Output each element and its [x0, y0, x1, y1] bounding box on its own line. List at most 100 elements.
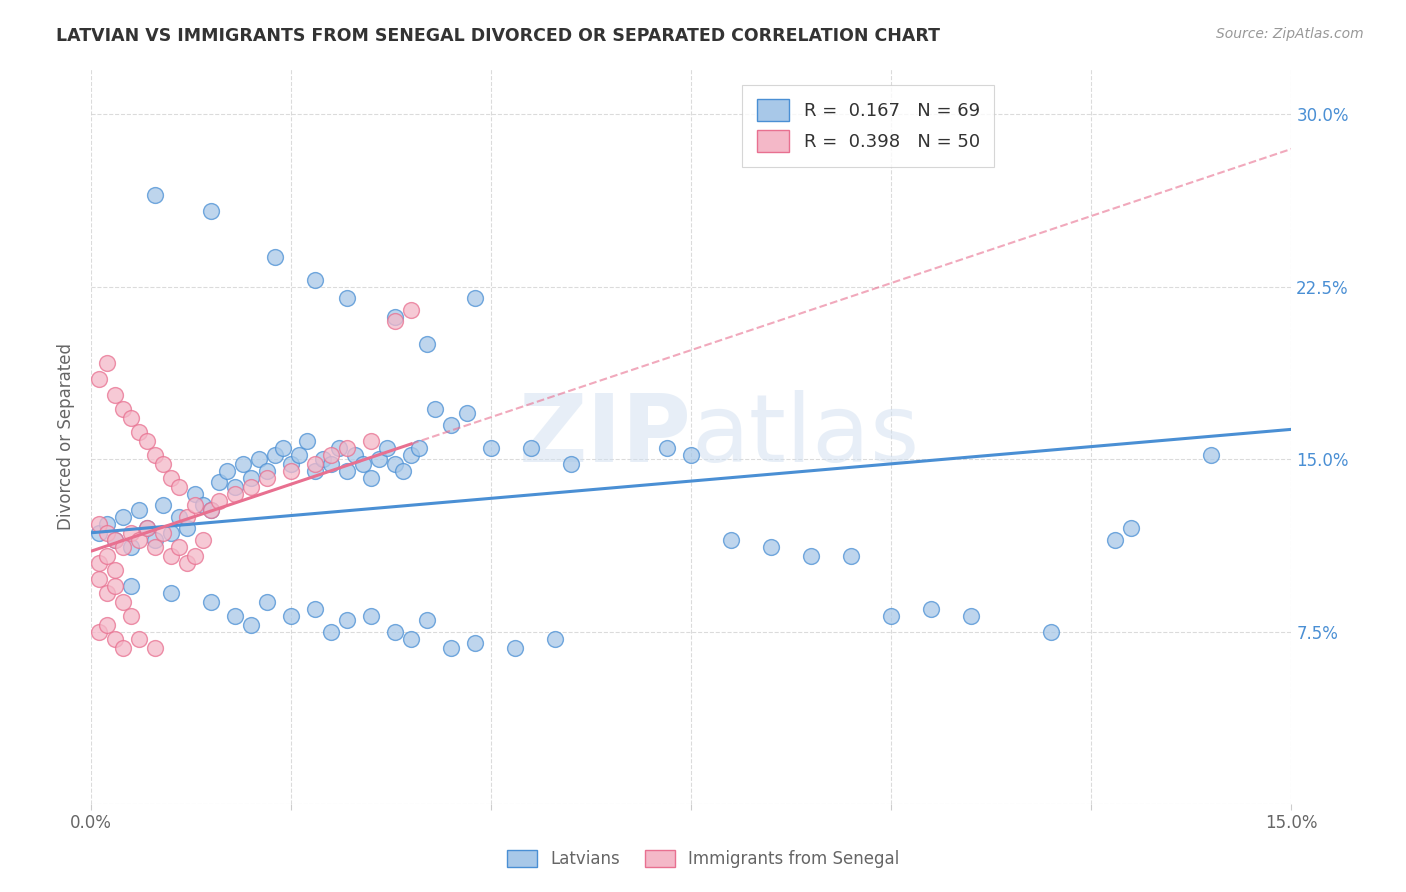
Point — [167, 509, 190, 524]
Legend: Latvians, Immigrants from Senegal: Latvians, Immigrants from Senegal — [501, 843, 905, 875]
Point — [136, 521, 159, 535]
Point — [232, 457, 254, 471]
Point — [96, 525, 118, 540]
Point — [408, 441, 430, 455]
Point — [89, 372, 111, 386]
Point — [960, 608, 983, 623]
Point — [264, 250, 287, 264]
Point — [280, 464, 302, 478]
Point — [89, 572, 111, 586]
Point — [143, 448, 166, 462]
Point — [240, 470, 263, 484]
Point — [256, 470, 278, 484]
Text: LATVIAN VS IMMIGRANTS FROM SENEGAL DIVORCED OR SEPARATED CORRELATION CHART: LATVIAN VS IMMIGRANTS FROM SENEGAL DIVOR… — [56, 27, 941, 45]
Point — [184, 549, 207, 563]
Point — [336, 613, 359, 627]
Point — [143, 533, 166, 547]
Point — [288, 448, 311, 462]
Point — [464, 291, 486, 305]
Point — [1121, 521, 1143, 535]
Point — [224, 480, 246, 494]
Point — [152, 525, 174, 540]
Point — [120, 608, 142, 623]
Point — [200, 595, 222, 609]
Point — [920, 601, 942, 615]
Point — [240, 617, 263, 632]
Point — [128, 503, 150, 517]
Point — [328, 441, 350, 455]
Point — [120, 410, 142, 425]
Point — [193, 498, 215, 512]
Point — [104, 388, 127, 402]
Point — [1201, 448, 1223, 462]
Point — [368, 452, 391, 467]
Point — [160, 470, 183, 484]
Point — [681, 448, 703, 462]
Point — [143, 540, 166, 554]
Point — [96, 516, 118, 531]
Point — [184, 498, 207, 512]
Text: atlas: atlas — [692, 391, 920, 483]
Point — [136, 434, 159, 448]
Point — [224, 486, 246, 500]
Point — [89, 624, 111, 639]
Point — [152, 498, 174, 512]
Point — [256, 595, 278, 609]
Point — [304, 457, 326, 471]
Point — [217, 464, 239, 478]
Point — [295, 434, 318, 448]
Point — [128, 425, 150, 439]
Point — [479, 441, 502, 455]
Point — [264, 448, 287, 462]
Point — [440, 640, 463, 655]
Point — [360, 608, 382, 623]
Point — [360, 470, 382, 484]
Point — [136, 521, 159, 535]
Point — [160, 585, 183, 599]
Point — [560, 457, 582, 471]
Point — [104, 632, 127, 646]
Point — [208, 475, 231, 490]
Point — [1104, 533, 1126, 547]
Point — [208, 493, 231, 508]
Point — [143, 188, 166, 202]
Point — [399, 302, 422, 317]
Point — [416, 337, 439, 351]
Point — [176, 509, 198, 524]
Point — [176, 521, 198, 535]
Point — [96, 549, 118, 563]
Point — [104, 533, 127, 547]
Point — [143, 640, 166, 655]
Point — [321, 448, 343, 462]
Point — [375, 441, 398, 455]
Point — [720, 533, 742, 547]
Point — [256, 464, 278, 478]
Point — [384, 314, 406, 328]
Point — [440, 417, 463, 432]
Point — [344, 448, 367, 462]
Point — [304, 464, 326, 478]
Point — [384, 457, 406, 471]
Point — [271, 441, 294, 455]
Point — [520, 441, 543, 455]
Point — [112, 540, 135, 554]
Point — [112, 595, 135, 609]
Point — [280, 457, 302, 471]
Point — [880, 608, 903, 623]
Point — [800, 549, 823, 563]
Point — [399, 632, 422, 646]
Point — [176, 556, 198, 570]
Point — [425, 401, 447, 416]
Point — [657, 441, 679, 455]
Point — [321, 624, 343, 639]
Point — [200, 503, 222, 517]
Point — [104, 563, 127, 577]
Point — [224, 608, 246, 623]
Point — [399, 448, 422, 462]
Point — [167, 540, 190, 554]
Point — [384, 624, 406, 639]
Point — [184, 486, 207, 500]
Y-axis label: Divorced or Separated: Divorced or Separated — [58, 343, 75, 530]
Point — [321, 457, 343, 471]
Point — [152, 457, 174, 471]
